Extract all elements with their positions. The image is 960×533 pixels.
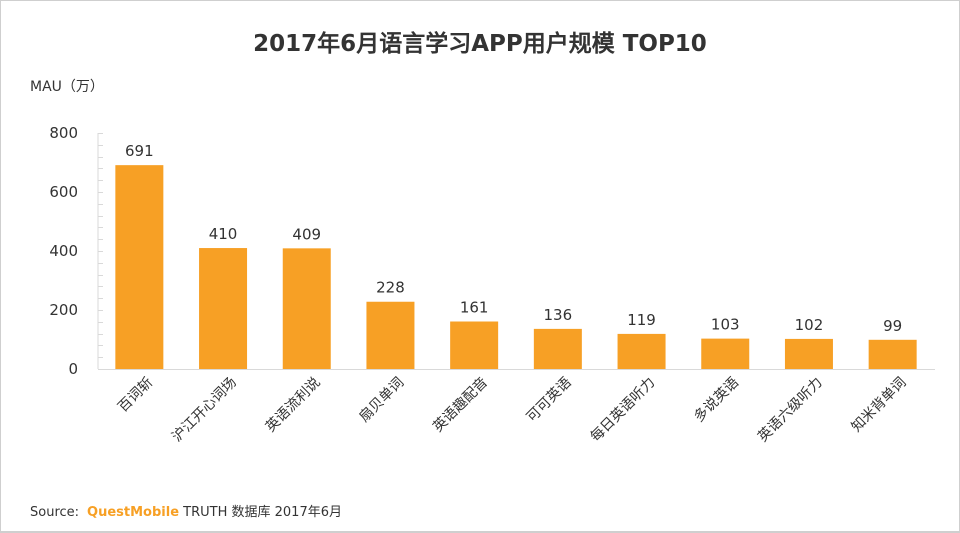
category-label: 扇贝单词 [356, 375, 407, 426]
value-label: 136 [544, 306, 573, 324]
value-labels: 691 410 409 228 161 136 119 103 102 99 [125, 142, 902, 335]
bar [199, 248, 248, 369]
y-axis: 0 200 400 600 800 [49, 124, 935, 378]
bar [533, 328, 582, 369]
value-label: 228 [376, 279, 405, 297]
bar [366, 301, 415, 369]
y-tick-label: 200 [49, 301, 78, 319]
value-label: 102 [795, 316, 824, 334]
category-label: 知米背单词 [848, 374, 910, 436]
chart-title: 2017年6月语言学习APP用户规模 TOP10 [253, 31, 707, 57]
category-label: 百词斩 [115, 375, 156, 416]
category-label: 可可英语 [523, 374, 575, 426]
source-note: Source: QuestMobile TRUTH 数据库 2017年6月 [30, 501, 342, 520]
y-tick-label: 800 [49, 124, 78, 142]
y-axis-label: MAU（万） [30, 79, 104, 95]
y-tick-label: 400 [49, 242, 78, 260]
source-brand: QuestMobile [87, 505, 180, 520]
category-label: 每日英语听力 [587, 374, 658, 445]
value-label: 691 [125, 142, 154, 160]
value-label: 99 [883, 317, 902, 335]
y-tick-label: 600 [49, 183, 78, 201]
bar [617, 333, 666, 369]
category-labels: 百词斩 沪江开心词场 英语流利说 扇贝单词 英语趣配音 可可英语 每日英语听力 多说英语 英语六… [115, 374, 909, 445]
category-label: 英语流利说 [262, 374, 324, 436]
value-label: 409 [292, 225, 321, 243]
y-tick-label: 0 [68, 360, 78, 378]
bar [450, 321, 499, 369]
category-label: 沪江开心词场 [169, 375, 240, 446]
source-rest: TRUTH 数据库 2017年6月 [183, 505, 342, 520]
bars [115, 165, 917, 369]
bar [784, 338, 833, 369]
category-label: 英语六级听力 [754, 374, 825, 445]
category-label: 英语趣配音 [429, 374, 491, 436]
value-label: 410 [209, 225, 238, 243]
source-prefix: Source: [30, 505, 80, 520]
bar [868, 339, 917, 369]
category-label: 多说英语 [690, 374, 742, 426]
bar [282, 248, 331, 369]
value-label: 103 [711, 316, 740, 334]
bar [701, 338, 750, 369]
value-label: 119 [627, 311, 656, 329]
bar [115, 165, 164, 369]
value-label: 161 [460, 299, 489, 317]
